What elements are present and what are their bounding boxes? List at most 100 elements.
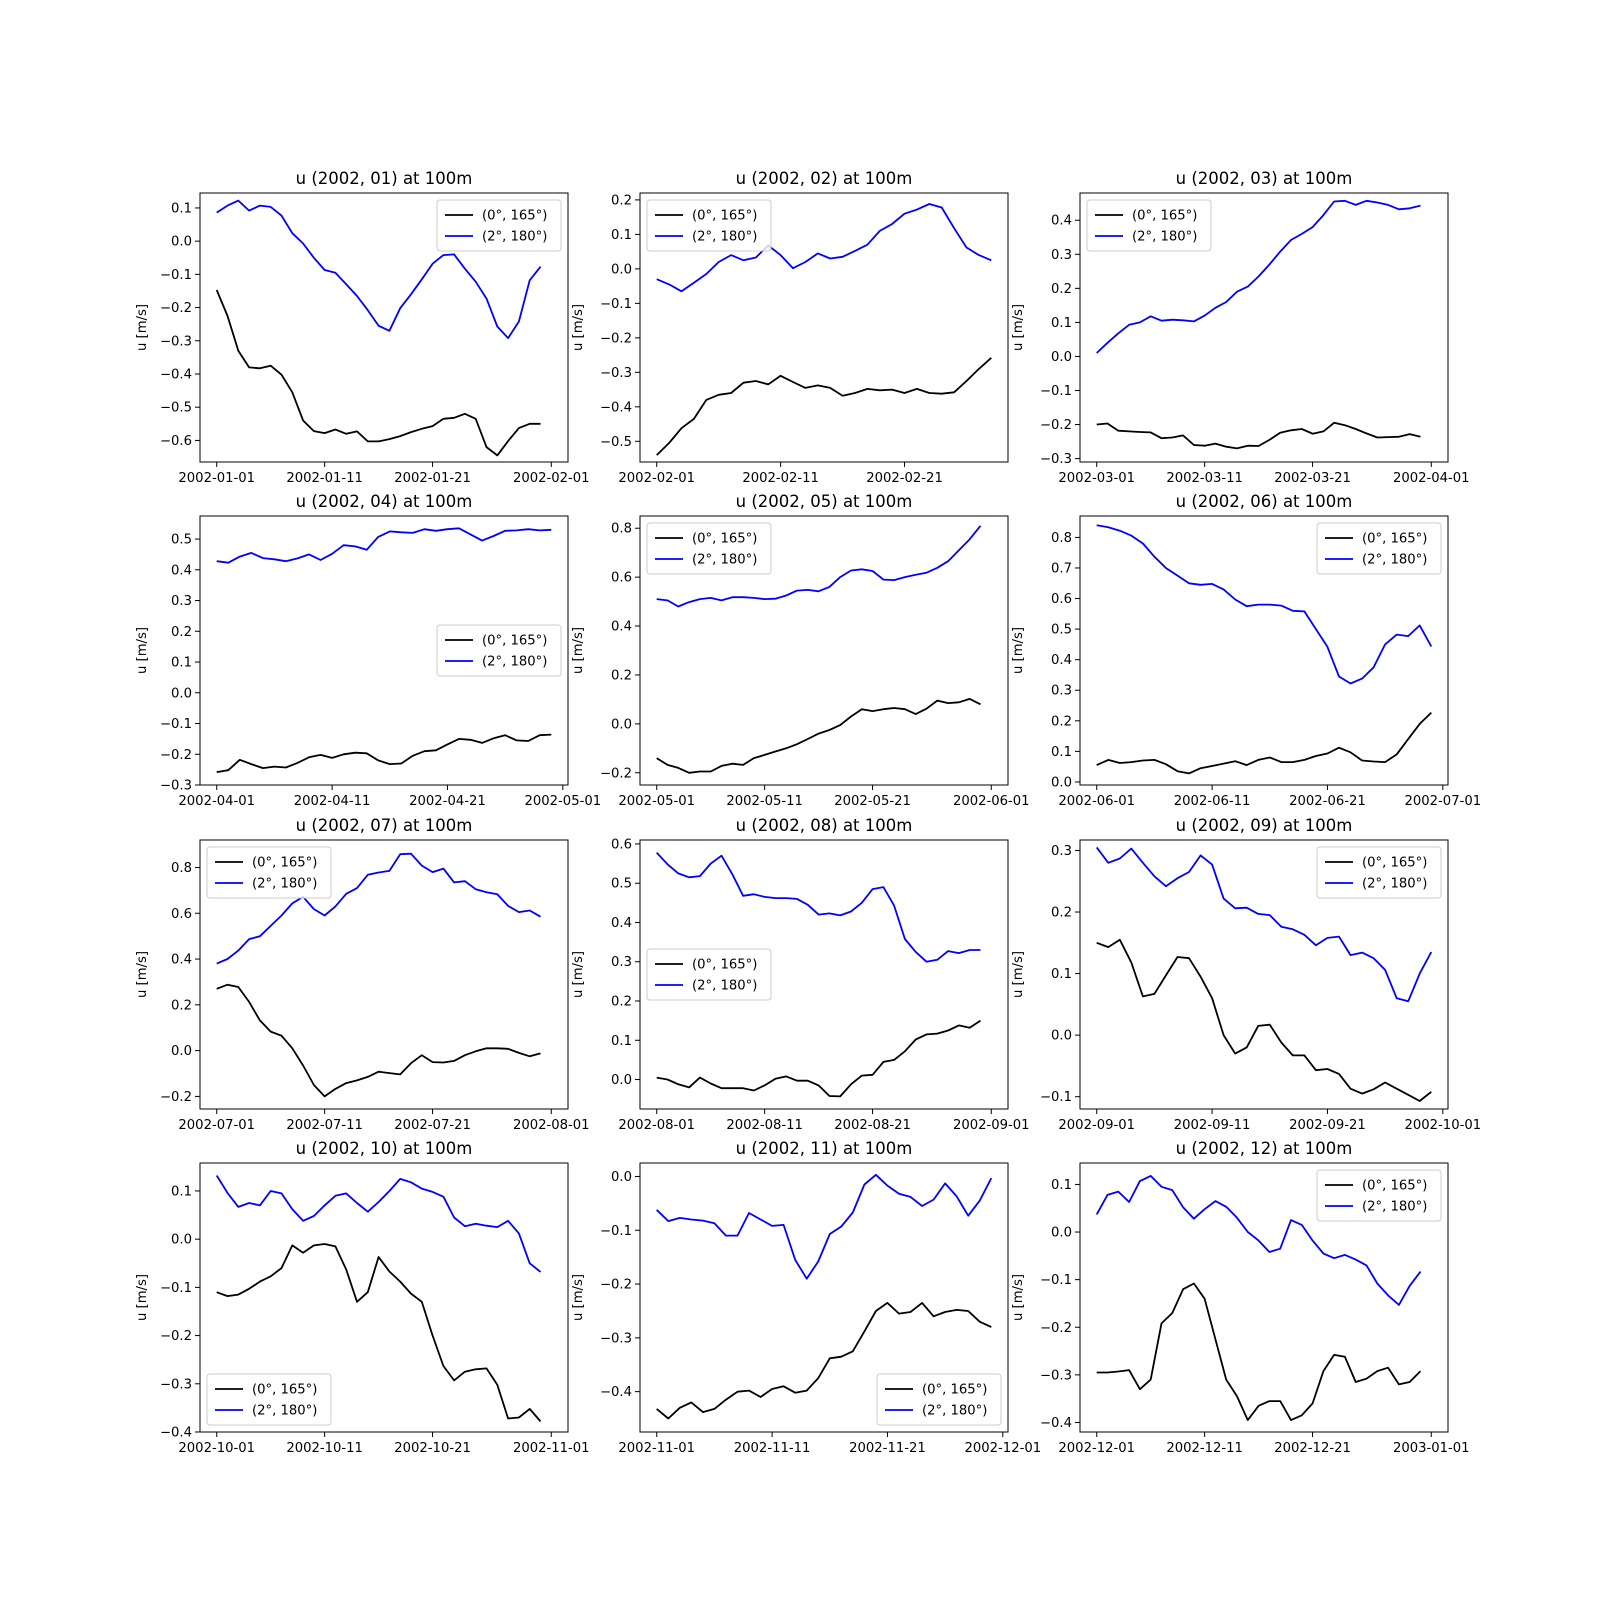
- x-tick-label: 2002-07-21: [394, 1118, 471, 1133]
- series-line-blue: [1095, 1175, 1422, 1306]
- x-tick-label: 2002-02-11: [742, 471, 819, 486]
- x-tick-label: 2002-04-01: [1393, 471, 1470, 486]
- y-tick-label: −0.1: [160, 1281, 192, 1296]
- subplot-title: u (2002, 10) at 100m: [296, 1139, 473, 1158]
- x-tick-label: 2002-09-11: [1174, 1118, 1251, 1133]
- legend-label: (0°, 165°): [692, 532, 757, 547]
- y-tick-label: −0.1: [600, 1224, 632, 1239]
- legend-box: [646, 948, 772, 1001]
- x-tick-label: 2002-06-01: [1058, 794, 1135, 809]
- x-tick-label: 2002-09-01: [953, 1118, 1030, 1133]
- y-axis-label: u [m/s]: [135, 1274, 150, 1321]
- legend: (0°, 165°) (2°, 180°): [876, 1373, 1002, 1426]
- y-tick-label: 0.6: [1051, 592, 1072, 607]
- y-tick-label: 0.2: [611, 668, 632, 683]
- y-axis-label: u [m/s]: [571, 951, 586, 998]
- y-tick-label: 0.6: [611, 571, 632, 586]
- legend-label: (0°, 165°): [1132, 209, 1197, 224]
- x-tick-label: 2002-11-01: [618, 1441, 695, 1456]
- subplot-title: u (2002, 01) at 100m: [296, 169, 473, 188]
- x-tick-label: 2002-12-01: [964, 1441, 1041, 1456]
- series-line-black: [1096, 938, 1432, 1102]
- y-tick-label: −0.4: [1040, 1416, 1072, 1431]
- y-tick-label: 0.0: [611, 717, 632, 732]
- y-axis-label: u [m/s]: [135, 304, 150, 351]
- series-line-blue: [1095, 846, 1433, 1003]
- legend: (0°, 165°) (2°, 180°): [1316, 522, 1442, 575]
- series-line-black: [215, 289, 541, 457]
- series-line-blue: [1096, 199, 1421, 354]
- y-tick-label: 0.4: [171, 563, 192, 578]
- legend-box: [206, 1373, 332, 1426]
- subplot-3: u (2002, 03) at 100m u [m/s] 0.4 0.3 0.2 0.1 0…: [1011, 169, 1470, 486]
- series-line-black: [1096, 1282, 1422, 1421]
- y-tick-label: −0.3: [1040, 1368, 1072, 1383]
- legend-box: [206, 846, 332, 899]
- subplot-5: u (2002, 05) at 100m u [m/s] 0.8 0.6 0.4 0.2 0…: [571, 492, 1030, 809]
- y-tick-label: 0.7: [1051, 561, 1072, 576]
- legend-label: (0°, 165°): [482, 634, 547, 649]
- legend-label: (2°, 180°): [252, 1404, 317, 1419]
- legend-label: (2°, 180°): [252, 877, 317, 892]
- x-tick-label: 2002-01-01: [178, 471, 255, 486]
- y-tick-label: −0.4: [600, 1385, 632, 1400]
- legend: (0°, 165°) (2°, 180°): [1316, 846, 1442, 899]
- axes-frame: [639, 1162, 1009, 1433]
- y-tick-label: 0.1: [611, 1034, 632, 1049]
- y-tick-label: 0.0: [171, 1044, 192, 1059]
- legend-box: [1316, 846, 1442, 899]
- legend-box: [1086, 199, 1212, 252]
- legend-box: [876, 1373, 1002, 1426]
- axes-frame: [1079, 1162, 1449, 1433]
- subplot-title: u (2002, 03) at 100m: [1176, 169, 1353, 188]
- y-tick-label: 0.2: [611, 193, 632, 208]
- y-tick-label: −0.4: [160, 367, 192, 382]
- subplot-title: u (2002, 06) at 100m: [1176, 492, 1353, 511]
- x-tick-label: 2002-12-21: [1274, 1441, 1351, 1456]
- y-tick-label: −0.2: [160, 1090, 192, 1105]
- x-tick-label: 2002-05-01: [524, 794, 601, 809]
- y-tick-label: −0.2: [160, 1329, 192, 1344]
- y-axis-label: u [m/s]: [135, 951, 150, 998]
- y-tick-label: −0.1: [1040, 384, 1072, 399]
- y-tick-label: 0.0: [1051, 775, 1072, 790]
- series-line-blue: [656, 525, 982, 608]
- axes-frame: [1079, 839, 1449, 1110]
- y-tick-label: −0.6: [160, 434, 192, 449]
- axes-frame: [199, 515, 569, 786]
- y-tick-label: 0.1: [1051, 1178, 1072, 1193]
- x-tick-label: 2002-08-01: [513, 1118, 590, 1133]
- legend-box: [436, 199, 562, 252]
- y-tick-label: 0.0: [1051, 1226, 1072, 1241]
- subplot-title: u (2002, 08) at 100m: [736, 816, 913, 835]
- legend-label: (0°, 165°): [1362, 856, 1427, 871]
- y-tick-label: 0.1: [171, 1184, 192, 1199]
- x-tick-label: 2002-11-21: [849, 1441, 926, 1456]
- y-tick-label: 0.4: [611, 916, 632, 931]
- y-tick-label: 0.8: [1051, 531, 1072, 546]
- y-tick-label: −0.1: [160, 268, 192, 283]
- y-tick-label: 0.0: [611, 1073, 632, 1088]
- y-tick-label: 0.2: [611, 995, 632, 1010]
- legend-label: (0°, 165°): [922, 1383, 987, 1398]
- series-line-black: [216, 983, 541, 1098]
- series-line-black: [656, 1302, 992, 1420]
- axes-frame: [1079, 192, 1449, 463]
- legend-label: (2°, 180°): [1362, 877, 1427, 892]
- y-tick-label: −0.2: [160, 301, 192, 316]
- subplot-2: u (2002, 02) at 100m u [m/s] 0.2 0.1 0.0 −0.1…: [571, 169, 1009, 486]
- y-axis-label: u [m/s]: [1011, 627, 1026, 674]
- axes-frame: [199, 839, 569, 1110]
- x-tick-label: 2002-05-11: [726, 794, 803, 809]
- y-axis-label: u [m/s]: [571, 1274, 586, 1321]
- x-tick-label: 2002-07-01: [1404, 794, 1481, 809]
- series-line-blue: [1096, 524, 1433, 685]
- x-tick-label: 2002-10-11: [286, 1441, 363, 1456]
- legend-box: [646, 199, 772, 252]
- legend-box: [1316, 1169, 1442, 1222]
- subplot-title: u (2002, 12) at 100m: [1176, 1139, 1353, 1158]
- x-tick-label: 2002-04-01: [178, 794, 255, 809]
- legend-label: (2°, 180°): [692, 979, 757, 994]
- subplot-title: u (2002, 09) at 100m: [1176, 816, 1353, 835]
- legend-box: [436, 624, 562, 677]
